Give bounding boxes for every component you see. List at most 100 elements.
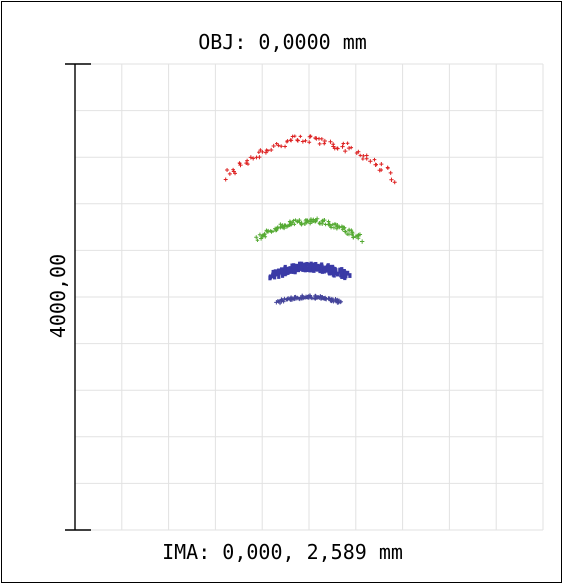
spot-point [307,140,312,145]
image-field-label: IMA: 0,000, 2,589 mm [162,540,403,564]
spot-point [298,134,303,139]
spot-point [266,228,271,233]
spot-point [319,264,324,270]
spot-point [303,265,307,271]
spot-point [257,232,262,237]
spot-series-2 [254,216,365,244]
spot-point [340,144,345,149]
spot-point [319,137,324,141]
spot-point [343,149,348,154]
spot-point [329,225,333,230]
spot-point [295,138,300,143]
spot-point [299,220,304,226]
spot-point [350,230,355,235]
spot-point [341,141,346,146]
spot-point [328,139,333,144]
spot-point [289,138,294,143]
spot-point [327,265,331,271]
spot-point [284,224,289,229]
spot-point [315,295,319,299]
spot-point [335,226,339,231]
spot-point [299,265,303,271]
spot-point [223,177,228,182]
spot-point [321,218,325,223]
spot-point [263,235,268,239]
spot-point [364,156,369,161]
spot-point [345,141,350,145]
spot-point [323,222,328,227]
spot-point [320,269,324,274]
object-field-label: OBJ: 0,0000 mm [198,30,367,54]
spot-point [354,234,358,239]
spot-point [273,274,277,280]
spot-point [292,267,296,273]
spot-point [269,229,274,234]
spot-point [277,274,281,279]
spot-point [307,134,313,139]
spot-point [333,266,337,272]
spot-point [294,296,299,301]
spot-point [346,270,350,276]
spot-point [283,144,287,149]
spot-point [308,263,312,269]
spot-point [283,264,287,270]
spot-point [273,227,279,232]
spot-point [278,222,283,227]
spot-point [342,226,346,231]
spot-point [338,300,343,305]
scale-bar-label: 4000,00 [46,253,70,339]
spot-point [268,274,273,280]
spot-point [311,262,315,268]
spot-point [299,261,303,267]
spot-point [275,225,280,229]
spot-point [300,293,305,298]
spot-point [287,219,292,224]
spot-point [361,157,365,161]
spot-point [280,224,286,230]
spot-point [322,141,327,146]
spot-point [275,141,279,146]
spot-point [282,270,286,276]
spot-point [334,298,339,303]
spot-point [245,158,250,163]
spot-point [389,177,394,182]
spot-point [317,141,322,146]
spot-point [254,235,259,240]
spot-point [289,223,294,227]
spot-point [295,138,300,143]
spot-point [386,166,390,170]
spot-point [372,157,377,162]
spot-point [377,168,382,173]
spot-point [257,155,262,160]
spot-point [307,267,312,273]
spot-point [303,218,308,224]
scale-bar [65,63,91,531]
spot-point [272,270,276,276]
spot-point [275,298,280,303]
spot-point [343,275,347,281]
spot-point [258,148,263,152]
spot-point [368,159,373,164]
spot-point [225,167,230,173]
spot-point [263,150,268,155]
spot-point [246,162,250,166]
spot-point [276,143,281,148]
spot-point [269,147,274,153]
spot-point [379,162,384,167]
spot-point [346,145,352,151]
spot-point [332,272,336,278]
spot-point [309,266,313,272]
spot-point [335,271,340,277]
spot-point [271,143,276,149]
spot-point [322,138,328,144]
spot-point [343,272,347,277]
spot-point [301,267,305,272]
spot-point [348,273,352,278]
spot-point [257,150,261,154]
spot-point [331,222,335,226]
spot-point [248,155,253,160]
spot-series-3 [268,261,352,281]
spot-point [356,149,361,154]
spot-point [359,239,365,244]
